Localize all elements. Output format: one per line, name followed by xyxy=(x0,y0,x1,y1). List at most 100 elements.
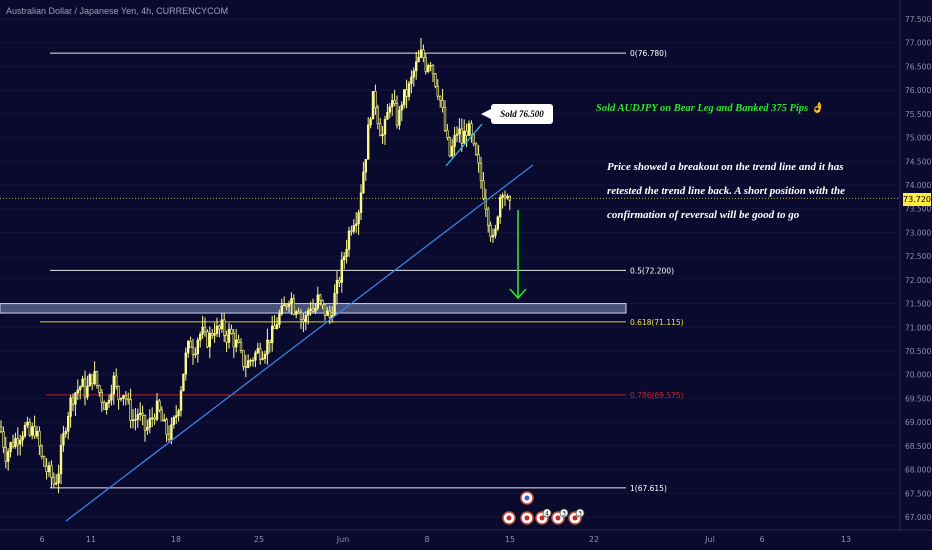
x-tick-label: 13 xyxy=(841,535,851,544)
candle-body xyxy=(417,56,420,63)
candle-body xyxy=(148,418,151,428)
candle-body xyxy=(141,412,144,416)
y-tick-label: 68.000 xyxy=(905,466,931,475)
candle-body xyxy=(278,313,281,325)
candle-body xyxy=(30,426,34,436)
candle-body xyxy=(239,342,243,351)
candle-body xyxy=(398,109,401,126)
candle-body xyxy=(151,417,154,420)
candle-body xyxy=(143,415,147,431)
candle-body xyxy=(422,49,425,58)
candle-body xyxy=(270,325,274,344)
candle-body xyxy=(187,340,190,354)
candle-body xyxy=(129,399,132,421)
candle-body xyxy=(14,438,17,447)
candle-body xyxy=(328,310,331,318)
candle-body xyxy=(249,360,252,362)
candle-body xyxy=(371,91,375,120)
y-tick-label: 76.500 xyxy=(905,62,931,71)
chart-title: Australian Dollar / Japanese Yen, 4h, CU… xyxy=(6,6,229,16)
candle-body xyxy=(458,128,461,135)
candle-body xyxy=(54,482,58,485)
event-icon-dot xyxy=(506,515,512,521)
fib-level-label: 0(76.780) xyxy=(630,49,667,58)
candle-body xyxy=(326,310,329,316)
candle-body xyxy=(407,83,411,97)
candle-body xyxy=(462,130,466,144)
x-tick-label: Jun xyxy=(336,535,350,544)
bear-flag-line xyxy=(445,123,483,167)
candle-body xyxy=(434,73,437,87)
candle-body xyxy=(345,248,348,257)
candle-body xyxy=(211,332,214,336)
candle-body xyxy=(266,339,269,355)
candle-body xyxy=(498,197,502,218)
y-tick-label: 74.000 xyxy=(905,181,931,190)
x-tick-label: 15 xyxy=(505,535,515,544)
candle-body xyxy=(105,402,108,410)
candle-body xyxy=(414,61,418,72)
candle-body xyxy=(352,225,355,232)
candle-body xyxy=(28,421,31,436)
x-tick-label: 25 xyxy=(254,535,264,544)
candle-body xyxy=(124,395,128,400)
candle-body xyxy=(35,430,39,437)
candle-body xyxy=(484,198,487,210)
y-tick-label: 72.000 xyxy=(905,276,931,285)
x-axis: 6 11 18 25 Jun 8 15 22 Jul 6 13 xyxy=(0,529,932,544)
x-tick-label: 6 xyxy=(759,535,764,544)
candle-body xyxy=(163,419,166,422)
candle-body xyxy=(9,442,12,452)
y-tick-label: 71.000 xyxy=(905,323,931,332)
candle-body xyxy=(38,430,41,447)
candle-body xyxy=(170,424,173,440)
candle-body xyxy=(83,378,87,398)
candle-body xyxy=(59,444,63,475)
candle-body xyxy=(69,397,72,417)
y-tick-label: 68.500 xyxy=(905,442,931,451)
candle-body xyxy=(227,328,231,343)
candle-body xyxy=(218,325,221,330)
y-tick-label: 75.500 xyxy=(905,110,931,119)
candle-body xyxy=(314,307,317,312)
candle-body xyxy=(74,392,77,405)
candle-body xyxy=(158,400,161,411)
candle-body xyxy=(306,310,310,316)
candle-body xyxy=(297,311,300,314)
candle-body xyxy=(112,375,116,395)
candle-body xyxy=(235,339,238,348)
chart-grid xyxy=(0,18,900,518)
event-icons: 4 3 3 xyxy=(502,491,585,525)
fib-level-label: 1(67.615) xyxy=(630,484,667,493)
candle-body xyxy=(465,130,468,136)
candle-body xyxy=(477,154,480,164)
ascending-trend-line xyxy=(65,164,534,522)
candle-body xyxy=(340,259,343,283)
candle-body xyxy=(98,385,101,393)
candle-body xyxy=(455,133,459,136)
fib-level-label: 0.5(72.200) xyxy=(630,266,674,275)
candle-body xyxy=(374,91,377,109)
candle-body xyxy=(311,308,315,312)
event-icon-dot xyxy=(539,515,545,521)
y-axis: 67.000 67.500 68.000 68.500 69.000 69.500 70.0… xyxy=(899,0,932,550)
fib-level-label: 0.786(69.575) xyxy=(630,391,684,400)
candle-body xyxy=(342,256,346,261)
candle-body xyxy=(333,293,336,316)
candle-body xyxy=(203,326,207,333)
event-icon-dot xyxy=(524,495,530,501)
candle-body xyxy=(479,162,483,182)
candle-body xyxy=(482,180,485,199)
candle-body xyxy=(40,445,44,457)
candle-body xyxy=(93,371,96,385)
candle-body xyxy=(503,195,507,199)
candle-body xyxy=(290,298,293,305)
candle-body xyxy=(419,49,423,58)
candle-body xyxy=(95,371,99,386)
event-icon-dot xyxy=(555,515,561,521)
candle-body xyxy=(446,130,449,138)
candle-body xyxy=(506,196,509,199)
candle-body xyxy=(441,100,444,109)
event-icon-dot xyxy=(524,515,530,521)
